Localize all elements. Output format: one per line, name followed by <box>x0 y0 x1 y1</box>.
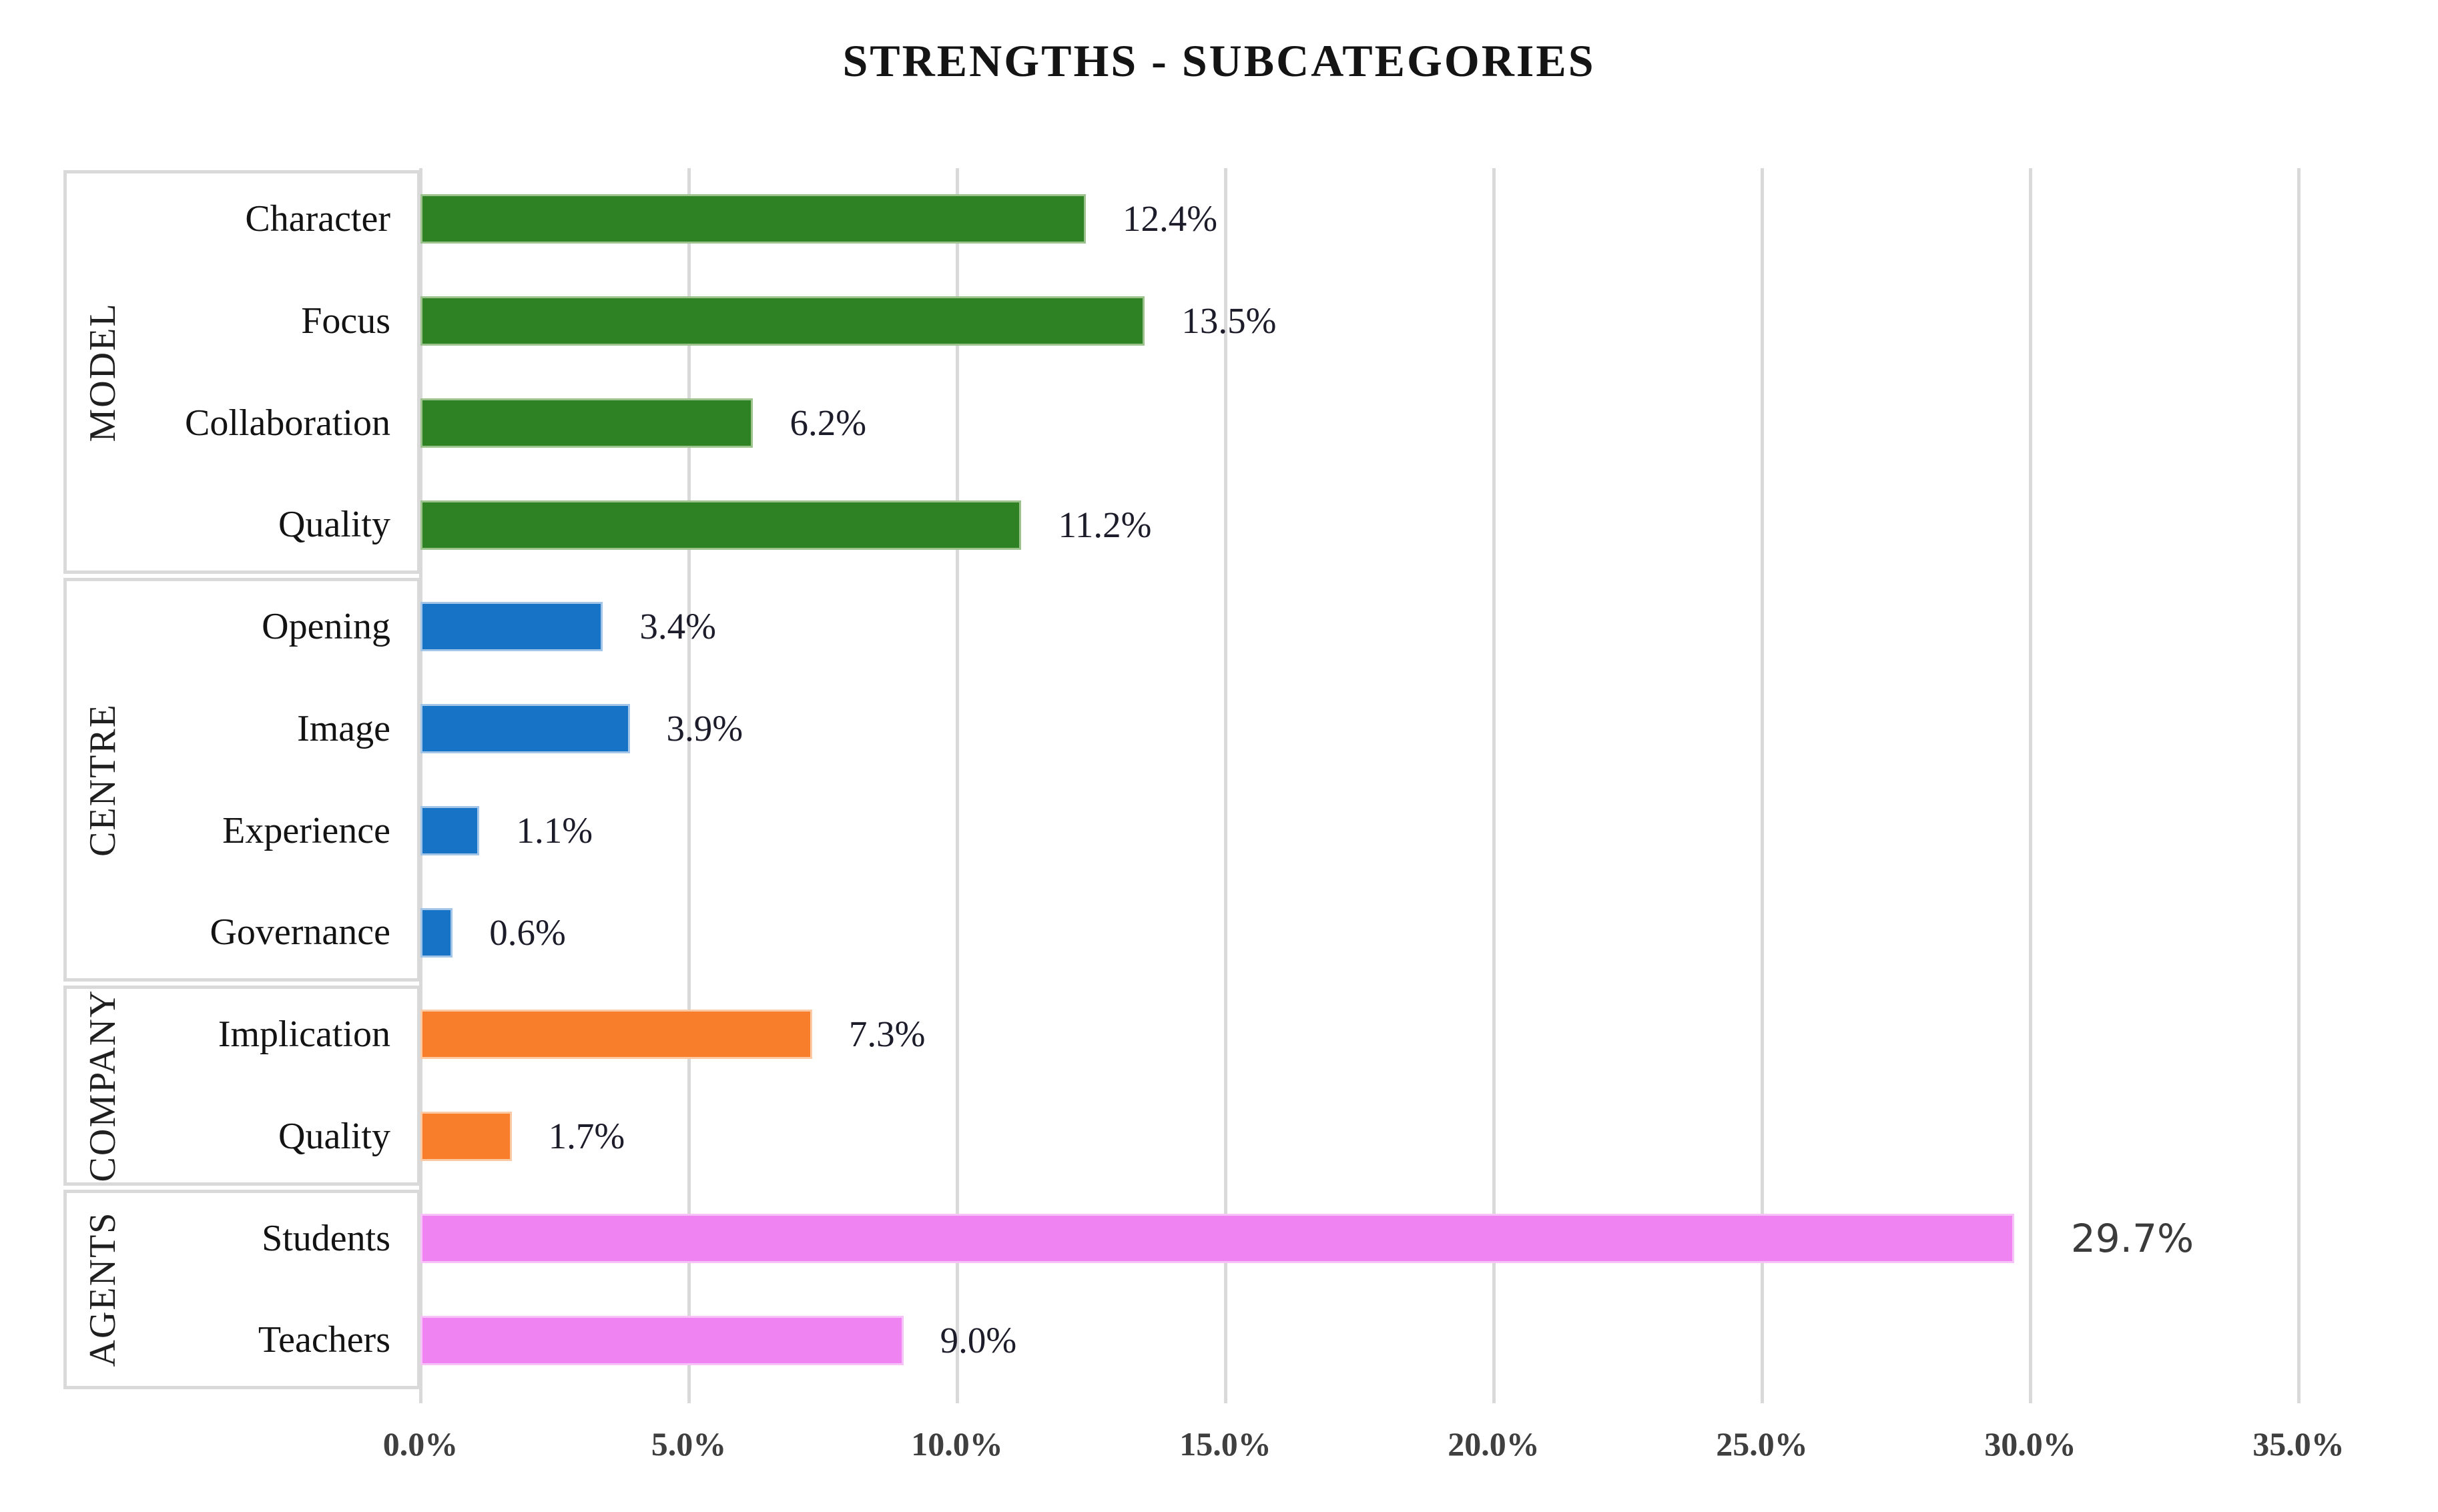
value-label: 12.4% <box>1122 198 1218 240</box>
value-label: 0.6% <box>489 911 566 953</box>
category-label: Character <box>245 198 390 240</box>
x-tick-label: 10.0% <box>911 1425 1003 1463</box>
category-label: Focus <box>301 300 390 342</box>
category-label: Experience <box>222 809 390 851</box>
bar-chart: MODEL Character Focus Collaboration Quality C… <box>63 168 2379 1489</box>
group-label-model: MODEL <box>82 302 123 442</box>
x-tick-label: 0.0% <box>382 1425 459 1463</box>
group-label-agents: AGENTS <box>82 1211 123 1367</box>
group-label-centre: CENTRE <box>82 703 123 857</box>
category-label: Implication <box>218 1014 390 1055</box>
gridline <box>1223 168 1227 1403</box>
gridline <box>1760 168 1764 1403</box>
x-tick-label: 5.0% <box>651 1425 727 1463</box>
value-label: 7.3% <box>848 1014 926 1055</box>
category-axis: MODEL Character Focus Collaboration Quality C… <box>63 168 420 1391</box>
value-label: 3.9% <box>666 708 743 749</box>
x-tick-label: 25.0% <box>1716 1425 1808 1463</box>
category-label: Collaboration <box>185 402 390 444</box>
category-label: Teachers <box>258 1319 390 1361</box>
bar-character <box>420 194 1086 244</box>
gridline <box>418 168 422 1403</box>
bar-quality <box>420 500 1022 550</box>
bar-experience <box>420 805 480 855</box>
value-label: 1.7% <box>548 1116 625 1157</box>
group-box-model: MODEL <box>63 170 420 574</box>
bar-students <box>420 1213 2014 1263</box>
value-label: 9.0% <box>940 1319 1017 1361</box>
bar-governance <box>420 907 453 958</box>
gridline <box>1492 168 1496 1403</box>
x-tick-label: 35.0% <box>2252 1425 2345 1463</box>
x-tick-label: 20.0% <box>1448 1425 1540 1463</box>
category-label: Governance <box>210 911 390 954</box>
chart-title: STRENGTHS - SUBCATEGORIES <box>842 35 1596 86</box>
bar-collaboration <box>420 398 753 448</box>
bar-image <box>420 704 630 754</box>
category-label: Opening <box>262 606 390 647</box>
category-label: Image <box>297 707 390 749</box>
gridline <box>2028 168 2032 1403</box>
gridline <box>687 168 691 1403</box>
category-label: Quality <box>278 504 390 546</box>
value-label: 6.2% <box>790 402 867 443</box>
group-box-company: COMPANY <box>63 986 420 1186</box>
x-tick-label: 30.0% <box>1984 1425 2076 1463</box>
gridline <box>955 168 959 1403</box>
value-label: 1.1% <box>516 809 593 851</box>
x-tick-label: 15.0% <box>1179 1425 1271 1463</box>
group-label-company: COMPANY <box>82 989 123 1182</box>
value-label: 3.4% <box>639 606 716 647</box>
bar-opening <box>420 602 603 652</box>
gridline <box>2297 168 2301 1403</box>
value-label: 29.7% <box>2070 1215 2194 1261</box>
category-label: Quality <box>278 1115 390 1157</box>
bar-focus <box>420 296 1145 346</box>
category-label: Students <box>262 1217 390 1259</box>
plot-area: 0.0% 5.0% 10.0% 15.0% 20.0% 25.0% 30.0% 35.0% 12… <box>383 168 2379 1489</box>
group-box-centre: CENTRE <box>63 578 420 982</box>
value-label: 13.5% <box>1181 300 1277 342</box>
bar-quality <box>420 1112 512 1162</box>
bar-implication <box>420 1010 812 1060</box>
bar-teachers <box>420 1315 904 1365</box>
value-label: 11.2% <box>1058 504 1152 545</box>
